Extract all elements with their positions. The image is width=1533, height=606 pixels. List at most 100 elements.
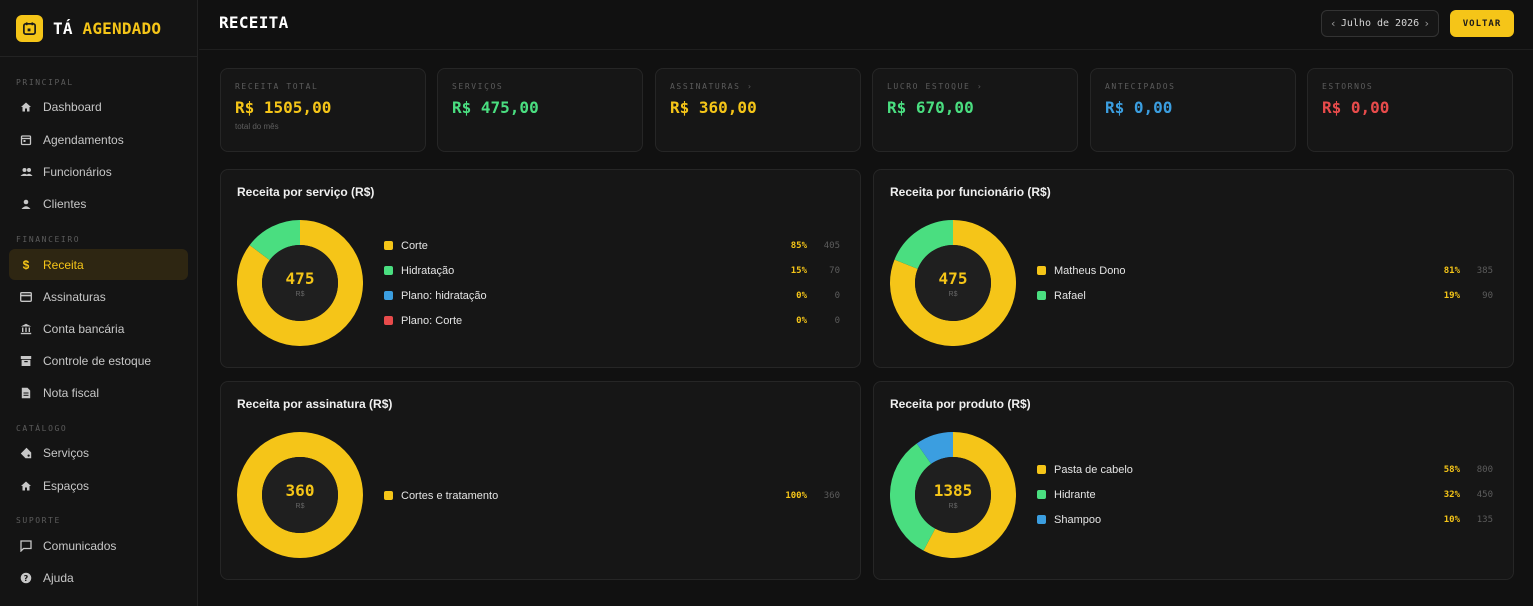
stat-card-estornos: ESTORNOS R$ 0,00 [1307,68,1513,152]
stat-value: R$ 670,00 [887,98,974,117]
stat-value: R$ 360,00 [670,98,757,117]
chart-legend: Matheus Dono 81% 385 Rafael 19% 90 [1037,258,1493,308]
legend-value: 90 [1482,290,1493,301]
donut-slice-0 [923,432,1016,558]
sidebar-item-label: Funcionários [43,164,112,179]
stat-label: SERVIÇOS [452,82,504,91]
stat-card-lucro-estoque[interactable]: LUCRO ESTOQUE › R$ 670,00 [872,68,1078,152]
sidebar-item-conta-bancaria[interactable]: Conta bancária [9,313,188,344]
sidebar-item-servicos[interactable]: Serviços [9,437,188,468]
stat-value: R$ 1505,00 [235,98,332,117]
sidebar-item-label: Serviços [43,445,90,460]
section-principal: PRINCIPAL [16,78,74,87]
legend-row: Shampoo 10% 135 [1037,507,1493,532]
legend-row: Plano: hidratação 0% 0 [384,283,840,308]
calendar-icon [19,133,33,147]
chart-card-produto: Receita por produto (R$) 1385 R$ Pasta d… [873,381,1514,580]
sidebar-item-ajuda[interactable]: ? Ajuda [9,562,188,593]
legend-value: 360 [823,490,840,501]
chart-title: Receita por serviço (R$) [237,185,375,199]
legend-row: Matheus Dono 81% 385 [1037,258,1493,283]
sidebar-item-assinaturas[interactable]: Assinaturas [9,281,188,312]
legend-swatch [1037,266,1046,275]
legend-row: Plano: Corte 0% 0 [384,308,840,333]
donut-total: 475 [938,268,968,288]
home-icon [19,100,33,114]
page-title: RECEITA [219,13,289,32]
donut-slice-1 [249,220,301,261]
donut-chart: 360 R$ [237,432,363,558]
legend-percent: 10% [1443,514,1460,525]
legend-percent: 58% [1443,464,1460,475]
donut-slice-0 [237,432,363,558]
sidebar-item-receita[interactable]: $ Receita [9,249,188,280]
brand-name-part1: TÁ [53,18,73,38]
sidebar-item-label: Ajuda [43,570,74,585]
stat-value: R$ 475,00 [452,98,539,117]
sidebar-item-label: Clientes [43,196,87,211]
donut-center: 475 R$ [890,220,1016,346]
chart-title: Receita por produto (R$) [890,397,1031,411]
home-icon [19,479,33,493]
chart-card-funcionario: Receita por funcionário (R$) 475 R$ Math… [873,169,1514,368]
sidebar-item-funcionarios[interactable]: Funcionários [9,156,188,187]
people-icon [19,165,33,179]
legend-value: 800 [1476,464,1493,475]
donut-chart: 1385 R$ [890,432,1016,558]
sidebar-item-nota-fiscal[interactable]: Nota fiscal [9,377,188,408]
bank-icon [19,322,33,336]
chevron-right-icon[interactable]: › [1423,17,1430,30]
brand[interactable]: TÁ AGENDADO [0,0,197,57]
sidebar-item-dashboard[interactable]: Dashboard [9,91,188,122]
sidebar-item-agendamentos[interactable]: Agendamentos [9,124,188,155]
chart-title: Receita por funcionário (R$) [890,185,1051,199]
brand-name: TÁ AGENDADO [53,19,161,38]
legend-label: Plano: hidratação [401,289,487,302]
month-selector[interactable]: ‹ Julho de 2026 › [1321,10,1439,37]
calendar-logo-icon [16,14,43,42]
donut-total: 475 [285,268,315,288]
stat-label: LUCRO ESTOQUE › [887,82,984,91]
stat-card-assinaturas[interactable]: ASSINATURAS › R$ 360,00 [655,68,861,152]
legend-swatch [384,491,393,500]
legend-swatch [1037,515,1046,524]
help-icon: ? [19,571,33,585]
sidebar-item-clientes[interactable]: Clientes [9,188,188,219]
legend-swatch [384,241,393,250]
legend-percent: 100% [785,490,807,501]
donut-center: 1385 R$ [890,432,1016,558]
legend-swatch [1037,465,1046,474]
legend-label: Hidrante [1054,488,1096,501]
sidebar-item-controle-estoque[interactable]: Controle de estoque [9,345,188,376]
top-header: RECEITA ‹ Julho de 2026 › VOLTAR [199,0,1533,50]
stat-card-receita-total: RECEITA TOTAL R$ 1505,00 total do mês [220,68,426,152]
sidebar-item-espacos[interactable]: Espaços [9,470,188,501]
legend-value: 0 [834,290,840,301]
legend-value: 70 [829,265,840,276]
sidebar-item-label: Assinaturas [43,289,106,304]
legend-percent: 81% [1443,265,1460,276]
legend-value: 0 [834,315,840,326]
document-icon [19,386,33,400]
sidebar-item-comunicados[interactable]: Comunicados [9,530,188,561]
tag-icon [19,446,33,460]
chevron-left-icon[interactable]: ‹ [1330,17,1337,30]
month-label: Julho de 2026 [1340,18,1420,29]
legend-label: Shampoo [1054,513,1102,526]
sidebar-item-label: Conta bancária [43,321,125,336]
archive-icon [19,354,33,368]
stat-label: ASSINATURAS › [670,82,754,91]
legend-row: Pasta de cabelo 58% 800 [1037,457,1493,482]
svg-text:?: ? [24,573,29,582]
legend-percent: 15% [790,265,807,276]
donut-chart: 475 R$ [890,220,1016,346]
legend-value: 385 [1476,265,1493,276]
chart-legend: Cortes e tratamento 100% 360 [384,483,840,508]
chart-card-servico: Receita por serviço (R$) 475 R$ Corte 85%… [220,169,861,368]
back-button[interactable]: VOLTAR [1450,10,1514,37]
stat-card-servicos: SERVIÇOS R$ 475,00 [437,68,643,152]
donut-center: 360 R$ [237,432,363,558]
legend-percent: 0% [796,290,807,301]
section-suporte: SUPORTE [16,516,61,525]
sidebar-item-label: Comunicados [43,538,117,553]
